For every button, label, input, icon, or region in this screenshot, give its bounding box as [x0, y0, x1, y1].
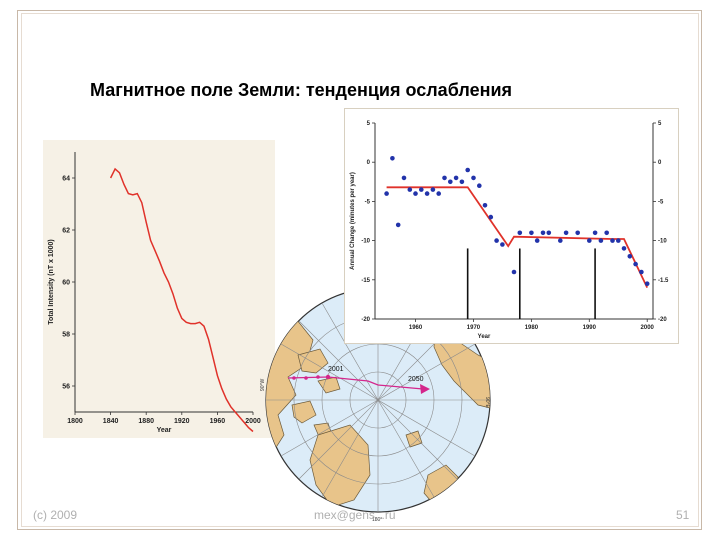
annual-change-chart-panel: 1960 1970 1980 1990 2000 5 5 0 0 -5 -5 -10 -10 -15 -1.… — [344, 108, 679, 344]
right-data-point — [430, 187, 436, 192]
right-data-point — [558, 238, 563, 243]
right-y-tick-label: -15 — [361, 278, 370, 284]
left-x-tick-label: 1920 — [174, 418, 190, 425]
right-data-point — [534, 238, 540, 243]
left-y-tick-label: 62 — [62, 228, 70, 235]
map-label-2050: 2050 — [408, 376, 424, 383]
right-data-point — [575, 230, 580, 236]
right-data-point — [627, 254, 633, 259]
right-data-point — [401, 175, 407, 181]
right-data-point — [465, 167, 470, 173]
right-secondary-y-tick-label: 5 — [658, 121, 662, 127]
slide-frame-inner — [21, 13, 699, 527]
right-x-axis-label: Year — [478, 334, 491, 340]
right-data-point — [540, 230, 546, 236]
right-y-tick-label: -20 — [361, 317, 370, 323]
right-secondary-y-tick-label: -10 — [658, 239, 667, 245]
map-land-svalbard — [405, 430, 423, 448]
right-data-point — [453, 175, 459, 181]
right-y-tick-label: -10 — [361, 239, 370, 245]
right-data-point — [494, 238, 499, 243]
right-data-point — [407, 187, 413, 192]
intensity-chart: 1800 1840 1880 1920 1960 2000 56 58 60 62 64 Year To… — [48, 152, 261, 434]
right-data-point — [639, 269, 644, 275]
right-data-point — [488, 214, 494, 220]
map-pole-path — [287, 374, 430, 394]
right-data-point — [563, 230, 569, 236]
right-data-point — [587, 238, 592, 243]
right-data-point — [477, 183, 482, 188]
right-data-point — [419, 187, 424, 192]
right-data-point — [390, 156, 395, 161]
left-y-tick-label: 64 — [62, 176, 70, 183]
footer-page-number: 51 — [676, 508, 690, 522]
polar-map: 2001 2050 90°E 90°W 180° — [258, 285, 498, 525]
right-data-point — [633, 261, 638, 267]
right-data-point — [644, 281, 650, 286]
right-data-point — [546, 230, 552, 236]
right-data-point — [621, 246, 627, 251]
right-x-tick-label: 1990 — [583, 325, 597, 331]
right-data-point — [604, 230, 609, 236]
right-data-point — [384, 191, 389, 196]
map-land-siberia — [433, 324, 490, 411]
right-x-tick-label: 1980 — [525, 325, 539, 331]
right-data-point — [610, 238, 615, 243]
right-secondary-y-tick-label: 0 — [658, 160, 662, 166]
map-compass-west: 90°W — [260, 378, 266, 391]
right-y-axis-label: Annual Change (minutes per year) — [350, 172, 356, 270]
intensity-chart-panel: 1800 1840 1880 1920 1960 2000 56 58 60 62 64 Year To… — [43, 140, 275, 438]
right-data-point — [592, 230, 598, 236]
right-data-point — [413, 191, 418, 196]
left-y-tick-label: 58 — [62, 332, 70, 339]
right-data-point — [517, 230, 523, 236]
right-y-tick-label: 0 — [367, 160, 371, 166]
footer-email: mex@gens...ru — [314, 508, 396, 522]
left-y-tick-label: 60 — [62, 280, 70, 287]
right-x-tick-label: 1970 — [467, 325, 481, 331]
right-data-point — [436, 191, 441, 196]
right-data-point — [471, 175, 476, 181]
right-data-point — [511, 269, 517, 275]
right-data-point — [424, 191, 430, 196]
annual-change-chart: 1960 1970 1980 1990 2000 5 5 0 0 -5 -5 -10 -10 -15 -1.… — [350, 121, 669, 340]
map-compass-south: 180° — [372, 517, 382, 523]
left-x-tick-label: 1800 — [67, 418, 83, 425]
right-data-point — [500, 242, 505, 247]
right-secondary-y-tick-label: -1.5 — [658, 278, 669, 284]
left-x-axis-label: Year — [157, 427, 172, 434]
map-arrow-head — [420, 384, 430, 394]
right-data-point — [598, 238, 604, 243]
left-x-tick-label: 1840 — [103, 418, 119, 425]
right-secondary-y-tick-label: -5 — [658, 199, 664, 205]
right-fit-line — [386, 186, 649, 288]
right-data-point — [616, 238, 621, 243]
left-x-tick-label: 1960 — [210, 418, 226, 425]
left-y-axis-label: Total Intensity (nT x 1000) — [48, 239, 55, 324]
right-data-point — [442, 175, 447, 181]
right-data-point — [448, 179, 453, 185]
left-x-tick-label: 2000 — [245, 418, 261, 425]
right-y-tick-label: 5 — [367, 121, 371, 127]
right-data-point — [459, 179, 465, 185]
right-data-point — [482, 203, 488, 208]
map-compass-east: 90°E — [484, 397, 490, 409]
right-y-tick-label: -5 — [365, 199, 371, 205]
right-data-point — [395, 222, 401, 228]
slide-title: Магнитное поле Земли: тенденция ослаблен… — [90, 80, 513, 100]
right-x-tick-label: 1960 — [409, 325, 423, 331]
right-secondary-y-tick-label: -20 — [658, 317, 667, 323]
left-x-tick-label: 1880 — [138, 418, 154, 425]
map-label-2001: 2001 — [328, 366, 344, 373]
left-series-line — [109, 167, 254, 433]
polar-map-svg: 2001 2050 90°E 90°W 180° — [260, 287, 491, 523]
right-x-tick-label: 2000 — [641, 325, 655, 331]
left-y-tick-label: 56 — [62, 384, 70, 391]
right-data-point — [529, 230, 534, 236]
footer-copyright: (c) 2009 — [33, 508, 78, 522]
